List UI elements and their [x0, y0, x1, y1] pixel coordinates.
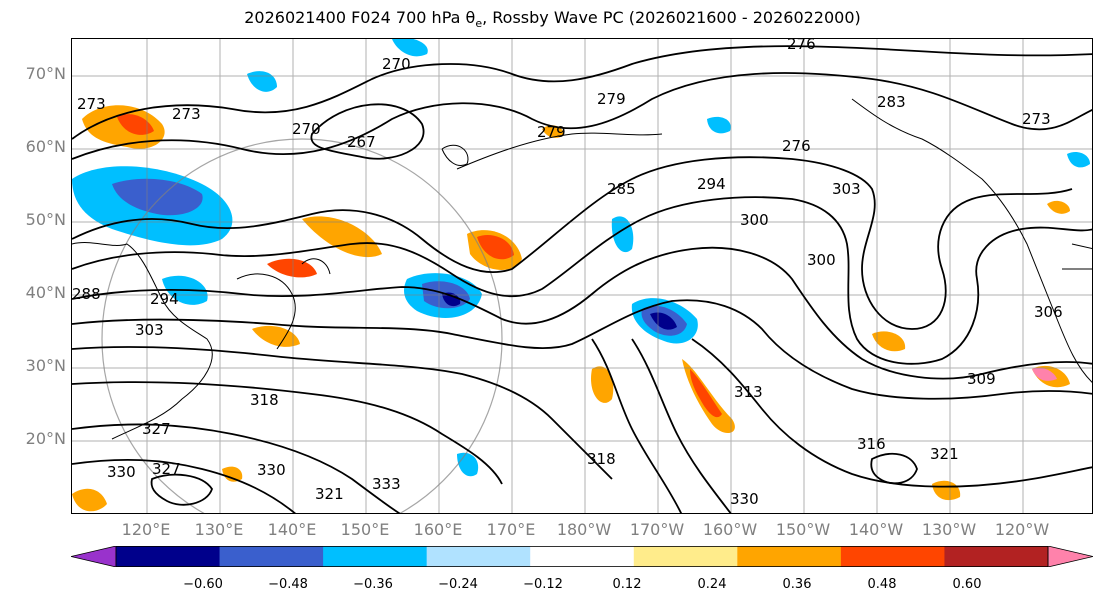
- colorbar-frame: [115, 546, 1049, 567]
- lon-tick-label: 120°E: [121, 520, 171, 539]
- contour-label: 276: [787, 39, 816, 53]
- contour-label: 300: [807, 251, 836, 269]
- colorbar-tick-label: 0.60: [952, 577, 982, 592]
- lon-tick-label: 160°E: [413, 520, 463, 539]
- contour-label: 294: [150, 290, 179, 308]
- theta-e-contours: [72, 45, 1092, 513]
- lat-tick-label: 30°N: [25, 356, 66, 375]
- contour-labels: 276 270 273 267 273 270 279 279 283 273 …: [72, 39, 1063, 508]
- contour-label: 303: [832, 180, 861, 198]
- lon-tick-label: 170°E: [486, 520, 536, 539]
- contour-label: 318: [587, 450, 616, 468]
- colorbar-cell: [944, 546, 1049, 567]
- lon-tick-label: 170°W: [629, 520, 685, 539]
- colorbar-tick-label: −0.36: [353, 577, 393, 592]
- contour-label: 283: [877, 93, 906, 111]
- contour-label: 285: [607, 180, 636, 198]
- colorbar-cell: [219, 546, 324, 567]
- lon-tick-label: 130°E: [194, 520, 244, 539]
- lon-tick-label: 120°W: [994, 520, 1050, 539]
- colorbar-cell: [323, 546, 428, 567]
- colorbar-cell: [116, 546, 221, 567]
- contour-label: 288: [72, 285, 101, 303]
- contour-label: 276: [782, 137, 811, 155]
- colorbar-tick-label: −0.12: [523, 577, 563, 592]
- colorbar-tick-label: −0.48: [268, 577, 308, 592]
- contour-label: 318: [250, 391, 279, 409]
- contour-label: 306: [1034, 303, 1063, 321]
- coastlines: [72, 98, 1092, 440]
- contour-label: 327: [142, 420, 171, 438]
- colorbar-extend-high: [1047, 546, 1093, 567]
- contour-label: 267: [347, 133, 376, 151]
- lat-tick-label: 50°N: [25, 210, 66, 229]
- contour-label: 270: [292, 120, 321, 138]
- colorbar-tick-label: −0.24: [438, 577, 478, 592]
- range-circle: [101, 138, 503, 513]
- lat-tick-label: 60°N: [25, 137, 66, 156]
- colorbar-tick-label: 0.36: [782, 577, 812, 592]
- contour-label: 327: [152, 460, 181, 478]
- lon-tick-label: 140°E: [267, 520, 317, 539]
- contour-label: 270: [382, 55, 411, 73]
- contour-label: 273: [172, 105, 201, 123]
- graticule: [72, 39, 1092, 513]
- map-panel: 276 270 273 267 273 270 279 279 283 273 …: [71, 38, 1093, 514]
- lon-tick-label: 150°E: [340, 520, 390, 539]
- lat-tick-label: 40°N: [25, 283, 66, 302]
- lat-tick-label: 20°N: [25, 429, 66, 448]
- contour-label: 330: [257, 461, 286, 479]
- contour-label: 330: [730, 490, 759, 508]
- colorbar-tick-label: 0.12: [612, 577, 642, 592]
- colorbar-tick-label: −0.60: [183, 577, 223, 592]
- colorbar-extend-low: [71, 546, 117, 567]
- colorbar: [71, 546, 1093, 567]
- contour-label: 279: [537, 123, 566, 141]
- contour-label: 333: [372, 475, 401, 493]
- map-canvas: 276 270 273 267 273 270 279 279 283 273 …: [72, 39, 1092, 513]
- colorbar-tick-label: 0.48: [867, 577, 897, 592]
- contour-label: 273: [77, 95, 106, 113]
- colorbar-cell: [737, 546, 842, 567]
- negative-anomaly-shading: [72, 39, 1090, 477]
- contour-label: 313: [734, 383, 763, 401]
- lon-tick-label: 150°W: [775, 520, 831, 539]
- lat-tick-label: 70°N: [25, 64, 66, 83]
- contour-label: 303: [135, 321, 164, 339]
- colorbar-cell: [840, 546, 945, 567]
- lon-tick-label: 130°W: [921, 520, 977, 539]
- contour-label: 330: [107, 463, 136, 481]
- contour-label: 321: [315, 485, 344, 503]
- colorbar-tick-label: 0.24: [697, 577, 727, 592]
- positive-anomaly-shading: [72, 105, 1070, 512]
- lon-tick-label: 180°W: [556, 520, 612, 539]
- contour-label: 273: [1022, 110, 1051, 128]
- colorbar-cell: [530, 546, 635, 567]
- lon-tick-label: 140°W: [848, 520, 904, 539]
- colorbar-cell: [426, 546, 531, 567]
- contour-label: 309: [967, 370, 996, 388]
- map-title: 2026021400 F024 700 hPa θe, Rossby Wave …: [244, 8, 861, 31]
- colorbar-cell: [633, 546, 738, 567]
- contour-label: 294: [697, 175, 726, 193]
- contour-label: 279: [597, 90, 626, 108]
- contour-label: 300: [740, 211, 769, 229]
- contour-label: 316: [857, 435, 886, 453]
- lon-tick-label: 160°W: [702, 520, 758, 539]
- contour-label: 321: [930, 445, 959, 463]
